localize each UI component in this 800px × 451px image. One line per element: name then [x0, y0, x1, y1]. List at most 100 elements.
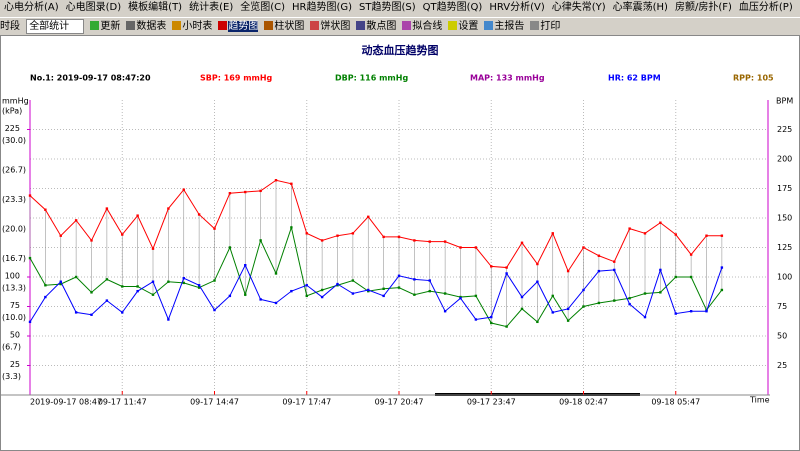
toolbar-button[interactable]: 打印: [530, 21, 563, 32]
menu-item[interactable]: 心律失常(Y): [551, 2, 606, 13]
data-point: [320, 295, 324, 299]
data-point: [689, 310, 693, 313]
data-point: [413, 278, 416, 281]
data-point: [382, 294, 385, 298]
button-label: 小时表: [182, 21, 213, 32]
data-point: [90, 239, 93, 242]
data-point: [320, 239, 324, 242]
info-text: HR: 62 BPM: [608, 74, 661, 83]
button-icon: [218, 21, 228, 30]
data-point: [490, 315, 493, 319]
data-point: [244, 190, 247, 194]
x-tick-label: 09-17 23:47: [467, 398, 516, 407]
toolbar-button[interactable]: 小时表: [172, 21, 215, 32]
series-line: [29, 264, 723, 323]
toolbar-button[interactable]: 饼状图: [310, 21, 353, 32]
data-point: [674, 312, 677, 315]
toolbar-button[interactable]: 拟合线: [402, 21, 445, 32]
kpa-tick-label: (20.0): [2, 225, 26, 234]
data-point: [659, 291, 662, 294]
data-point: [566, 269, 570, 273]
data-point: [628, 297, 631, 300]
data-point: [228, 294, 232, 298]
data-point: [121, 233, 124, 236]
menu-item[interactable]: 心电分析(A): [4, 2, 59, 13]
kpa-tick-label: (23.3): [2, 195, 26, 204]
button-label: 数据表: [136, 21, 167, 32]
y2-tick-label: 200: [777, 155, 792, 164]
data-point: [474, 294, 478, 298]
data-point: [443, 292, 447, 295]
menu-item[interactable]: 心率震荡(H): [612, 2, 668, 13]
menu-item[interactable]: HRV分析(V): [489, 2, 545, 13]
data-point: [59, 280, 62, 283]
menu-item[interactable]: 心电图录(D): [65, 2, 122, 13]
data-point: [182, 276, 185, 280]
y-tick-label: 50: [10, 331, 20, 340]
data-point: [428, 289, 431, 293]
data-point: [720, 288, 724, 292]
data-point: [151, 280, 155, 283]
menu-item[interactable]: 全览图(C): [240, 2, 286, 13]
toolbar-button[interactable]: 散点图: [356, 21, 399, 32]
button-label: 主报告: [494, 21, 525, 32]
data-point: [674, 233, 677, 236]
y2-tick-label: 175: [777, 184, 792, 193]
menu-item[interactable]: 统计表(E): [189, 2, 234, 13]
data-point: [520, 295, 524, 299]
y-axis-label: mmHg: [2, 97, 29, 106]
data-point: [351, 232, 355, 235]
toolbar-button[interactable]: 数据表: [126, 21, 169, 32]
button-label: 饼状图: [320, 21, 351, 32]
data-point: [228, 192, 232, 195]
kpa-tick-label: (30.0): [2, 136, 26, 145]
data-point: [305, 294, 308, 298]
data-point: [367, 288, 370, 292]
data-point: [382, 235, 385, 239]
data-point: [197, 286, 201, 289]
toolbar-button[interactable]: 主报告: [484, 21, 527, 32]
y-tick-label: 225: [5, 124, 20, 133]
data-point: [59, 282, 62, 286]
toolbar-button[interactable]: 柱状图: [264, 21, 307, 32]
data-point: [474, 246, 478, 249]
data-point: [290, 226, 293, 229]
menu-item[interactable]: 血压分析(P): [738, 2, 793, 13]
data-point: [459, 246, 462, 249]
button-label: 柱状图: [274, 21, 305, 32]
data-point: [336, 282, 339, 286]
data-point: [443, 240, 447, 243]
data-point: [151, 247, 155, 250]
toolbar-button[interactable]: 趋势图: [218, 21, 261, 32]
data-point: [551, 232, 554, 235]
button-label: 散点图: [366, 21, 397, 32]
button-icon: [402, 21, 412, 30]
data-point: [336, 234, 339, 237]
data-point: [213, 279, 216, 282]
data-point: [582, 288, 585, 292]
kpa-tick-label: (3.3): [2, 372, 21, 381]
y2-tick-label: 150: [777, 214, 792, 223]
data-point: [505, 266, 508, 269]
menu-item[interactable]: HR趋势图(G): [292, 2, 353, 13]
button-label: 拟合线: [412, 21, 443, 32]
menu-item[interactable]: ST趋势图(S): [359, 2, 416, 13]
data-point: [367, 215, 370, 219]
data-point: [505, 272, 508, 275]
chart-border: [0, 35, 800, 451]
toolbar-button[interactable]: 设置: [448, 21, 481, 32]
data-point: [520, 307, 524, 311]
data-point: [597, 269, 601, 273]
period-select[interactable]: 全部统计: [26, 19, 85, 34]
info-text: RPP: 105: [733, 74, 774, 83]
x-tick-label: 09-17 17:47: [282, 398, 331, 407]
data-point: [459, 297, 462, 300]
data-point: [74, 275, 78, 279]
menu-item[interactable]: 房颤/房扑(F): [674, 2, 732, 13]
toolbar-button[interactable]: 更新: [90, 21, 123, 32]
data-point: [320, 288, 324, 292]
data-point: [213, 308, 216, 312]
menu-item[interactable]: QT趋势图(Q): [422, 2, 483, 13]
menu-item[interactable]: 模板编辑(T): [128, 2, 183, 13]
data-point: [551, 311, 554, 314]
